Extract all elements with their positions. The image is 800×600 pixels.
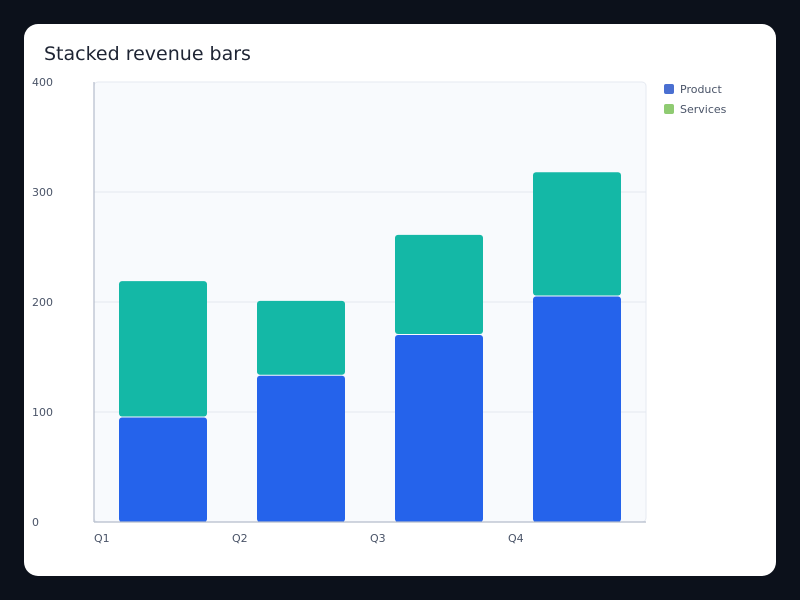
x-tick-label: Q1 (94, 532, 110, 545)
tick-labels: 0 100 200 300 400 Q1 Q2 Q3 Q4 (32, 76, 524, 545)
legend-item-product: Product (664, 83, 722, 96)
y-tick-label: 100 (32, 406, 53, 419)
bar-services-q4 (533, 172, 621, 296)
bar-services-q1 (119, 281, 207, 417)
legend-swatch (664, 104, 674, 114)
chart-title: Stacked revenue bars (44, 43, 251, 65)
x-tick-label: Q3 (370, 532, 386, 545)
y-tick-label: 300 (32, 186, 53, 199)
bars (119, 172, 621, 522)
bar-product-q3 (395, 335, 483, 522)
legend-label: Product (680, 83, 722, 96)
axes (93, 82, 646, 523)
legend-item-services: Services (664, 103, 727, 116)
bar-services-q3 (395, 234, 483, 334)
bar-product-q4 (533, 296, 621, 522)
legend-label: Services (680, 103, 727, 116)
x-tick-label: Q4 (508, 532, 524, 545)
legend-swatch (664, 84, 674, 94)
bar-product-q1 (119, 417, 207, 522)
y-tick-label: 200 (32, 296, 53, 309)
bar-product-q2 (257, 375, 345, 522)
legend: Product Services (664, 83, 727, 116)
bar-services-q2 (257, 300, 345, 375)
y-tick-label: 400 (32, 76, 53, 89)
x-tick-label: Q2 (232, 532, 248, 545)
y-tick-label: 0 (32, 516, 39, 529)
